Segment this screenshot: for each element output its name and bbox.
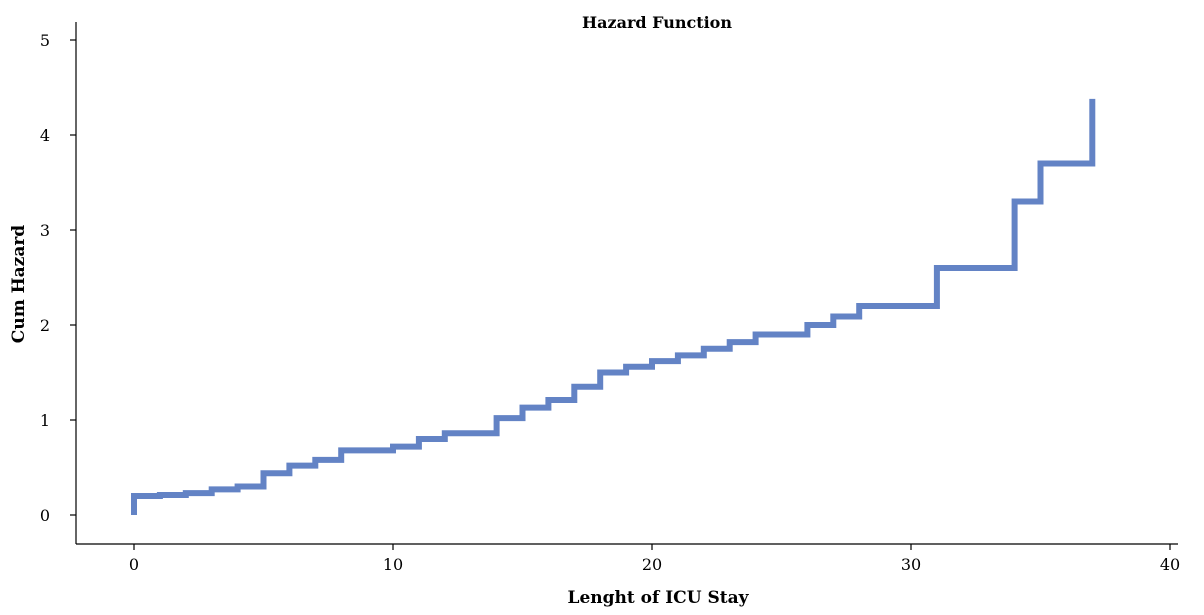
x-tick-label: 0	[129, 555, 139, 574]
x-tick-label: 20	[642, 555, 662, 574]
chart-title: Hazard Function	[582, 13, 732, 32]
x-tick-label: 40	[1160, 555, 1180, 574]
x-tick-label: 10	[383, 555, 403, 574]
y-tick-label: 0	[40, 506, 50, 525]
x-ticks: 0 10 20 30 40	[129, 544, 1180, 574]
series-group	[134, 99, 1092, 515]
x-tick-label: 30	[901, 555, 921, 574]
y-tick-label: 1	[40, 411, 50, 430]
y-tick-label: 3	[40, 221, 50, 240]
y-tick-label: 5	[40, 31, 50, 50]
y-axis-label: Cum Hazard	[9, 225, 29, 343]
x-axis-label: Lenght of ICU Stay	[568, 588, 750, 608]
hazard-step-line	[134, 99, 1092, 515]
y-tick-label: 4	[40, 126, 50, 145]
y-tick-label: 2	[40, 316, 50, 335]
y-ticks: 0 1 2 3 4 5	[40, 31, 76, 525]
